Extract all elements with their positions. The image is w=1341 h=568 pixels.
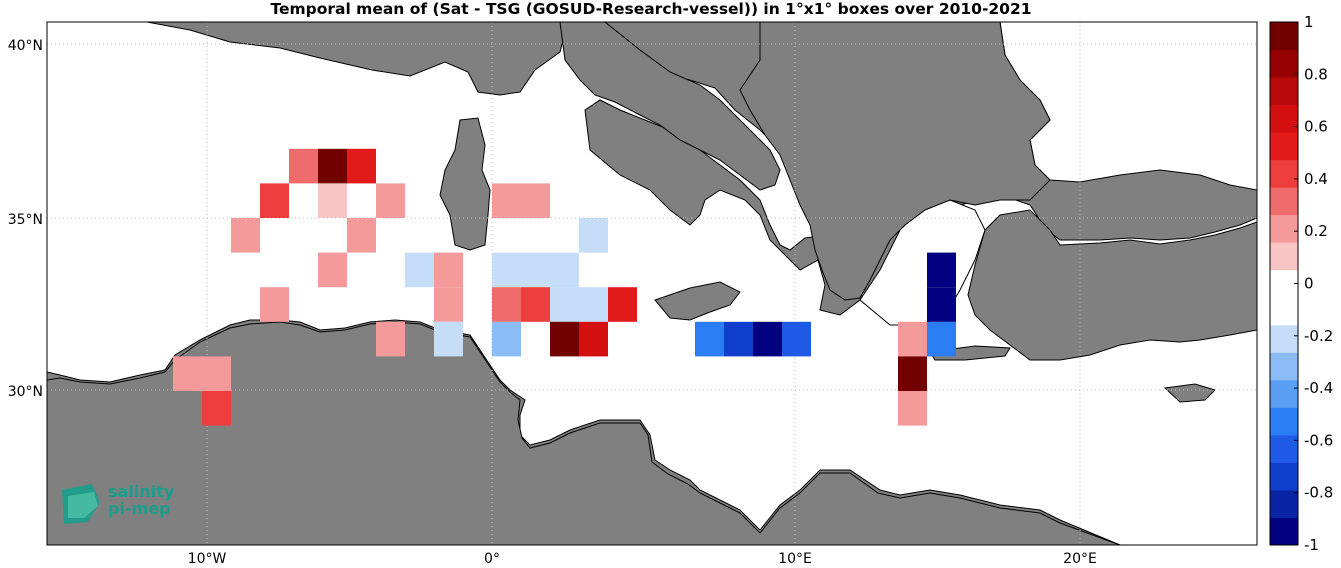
lat-label-35: 35°N <box>8 212 43 228</box>
heatmap-cell <box>260 183 289 218</box>
heatmap-cell <box>202 356 231 391</box>
balkans-greece <box>739 22 1051 301</box>
heatmap-cell <box>260 287 289 322</box>
heatmap-cell <box>927 287 956 322</box>
heatmap-cell <box>695 321 724 357</box>
heatmap-cell <box>347 148 376 184</box>
colorbar-segment <box>1270 324 1298 353</box>
heatmap-cell <box>434 252 463 288</box>
heatmap-cell <box>898 391 927 426</box>
colorbar-tick-label: -1 <box>1304 536 1319 554</box>
heatmap-cell <box>782 321 811 357</box>
heatmap-cell <box>550 252 579 288</box>
heatmap-cell <box>550 321 579 357</box>
colorbar-segment <box>1270 214 1298 243</box>
heatmap-cell <box>405 252 434 288</box>
heatmap-cell <box>434 321 463 357</box>
colorbar-segment <box>1270 159 1298 188</box>
heatmap-cell <box>347 218 376 253</box>
cyprus <box>1163 383 1216 403</box>
colorbar-tick-label: 0.8 <box>1304 65 1328 83</box>
heatmap-cell <box>173 356 202 391</box>
heatmap-cell <box>579 218 608 253</box>
colorbar-tick-label: -0.8 <box>1304 484 1333 502</box>
colorbar-tick-label: -0.4 <box>1304 379 1333 397</box>
heatmap-cell <box>608 287 637 322</box>
colorbar <box>1269 21 1299 546</box>
colorbar-tick-label: -0.6 <box>1304 431 1333 449</box>
colorbar-tick-label: 0.2 <box>1304 222 1328 240</box>
heatmap-cell <box>318 183 347 218</box>
graticule <box>47 22 1257 545</box>
logo-text-line2: pi-mep <box>108 499 171 518</box>
heatmap-cell <box>231 218 260 253</box>
colorbar-segment <box>1270 104 1298 133</box>
lat-label-30: 30°N <box>8 384 43 400</box>
colorbar-segment <box>1270 462 1298 491</box>
heatmap-cell <box>579 287 608 322</box>
plot-frame <box>46 21 1258 546</box>
heatmap-cell <box>318 252 347 288</box>
colorbar-segment <box>1270 379 1298 408</box>
colorbar-segment <box>1270 77 1298 106</box>
colorbar-tick-label: 1 <box>1304 13 1314 31</box>
heatmap-cell <box>318 148 347 184</box>
heatmap-cell <box>927 252 956 288</box>
africa-coast <box>47 321 1121 545</box>
colorbar-segment <box>1270 297 1298 326</box>
heatmap-cell <box>376 321 405 357</box>
colorbar-segment <box>1270 242 1298 271</box>
heatmap-cell <box>753 321 782 357</box>
sicily <box>654 281 741 321</box>
corsica-sardinia <box>439 117 491 251</box>
heatmap-cell <box>521 287 550 322</box>
colorbar-tick-label: 0.4 <box>1304 170 1328 188</box>
lon-label-20e: 20°E <box>1063 551 1097 567</box>
heatmap-cell <box>492 183 521 218</box>
map-title: Temporal mean of (Sat - TSG (GOSUD-Resea… <box>270 0 1032 18</box>
heatmap-cell <box>898 321 927 357</box>
colorbar-segment <box>1270 187 1298 216</box>
heatmap-cell <box>492 287 521 322</box>
heatmap-cell <box>492 252 521 288</box>
lon-label-0: 0° <box>484 551 500 567</box>
colorbar-tick-label: -0.2 <box>1304 327 1333 345</box>
colorbar-tick-label: 0 <box>1304 275 1314 293</box>
colorbar-segment <box>1270 22 1298 51</box>
heatmap-cell <box>927 321 956 357</box>
heatmap-cell <box>724 321 753 357</box>
lon-label-10e: 10°E <box>778 551 812 567</box>
colorbar-segment <box>1270 132 1298 161</box>
lon-label-10w: 10°W <box>188 551 227 567</box>
heatmap-cell <box>434 287 463 322</box>
heatmap-cell <box>898 356 927 391</box>
colorbar-segment <box>1270 517 1298 546</box>
colorbar-segment <box>1270 49 1298 78</box>
colorbar-labels: 1 0.8 0.6 0.4 0.2 0 -0.2 -0.4 -0.6 -0.8 -1 <box>1294 13 1333 554</box>
lat-label-40: 40°N <box>8 38 43 54</box>
heatmap-cell <box>492 321 521 357</box>
heatmap-cell <box>202 391 231 426</box>
colorbar-segment <box>1270 489 1298 518</box>
heatmap-cells <box>173 148 956 426</box>
heatmap-cell <box>521 252 550 288</box>
colorbar-segment <box>1270 434 1298 463</box>
heatmap-cell <box>289 148 318 184</box>
colorbar-segment <box>1270 407 1298 436</box>
heatmap-cell <box>376 183 405 218</box>
salinity-pi-mep-logo: salinity pi-mep <box>58 482 188 526</box>
turkey-anatolia <box>967 209 1257 361</box>
italy-peninsula <box>559 22 781 191</box>
colorbar-segment <box>1270 352 1298 381</box>
heatmap-cell <box>550 287 579 322</box>
logo-text-line1: salinity <box>108 482 175 501</box>
colorbar-tick-label: 0.6 <box>1304 118 1328 136</box>
logo-icon <box>62 484 100 524</box>
heatmap-cell <box>579 321 608 357</box>
heatmap-cell <box>521 183 550 218</box>
colorbar-segment <box>1270 269 1298 298</box>
